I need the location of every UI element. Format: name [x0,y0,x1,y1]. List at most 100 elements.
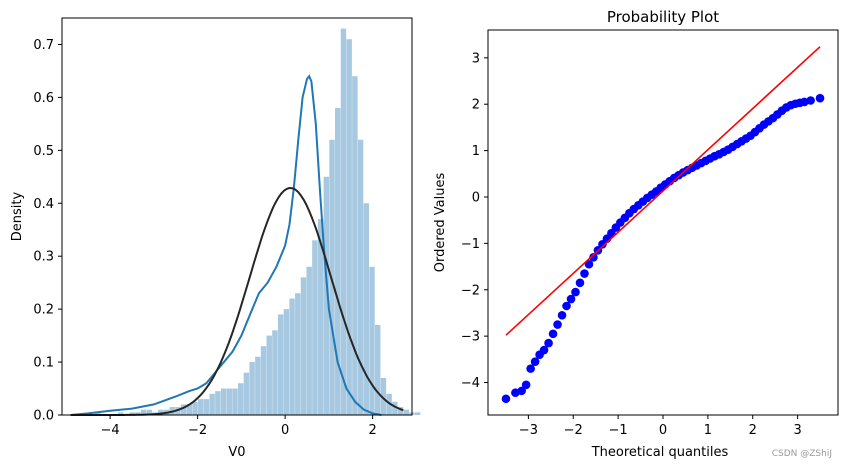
histogram-bar [357,139,364,415]
histogram-bar [397,407,404,415]
histogram-bar [306,266,312,415]
density-x-label: V0 [228,445,245,460]
kde-curve [70,74,382,416]
histogram-bar [380,377,387,415]
quantile-point [571,287,580,297]
quantile-point [557,310,567,320]
histogram-bar [118,412,124,415]
y-tick-label: 0.1 [33,356,54,371]
histogram-bar [140,409,147,415]
x-tick-label: 2 [749,423,757,438]
histogram-bar [146,409,153,415]
histogram-bar [340,28,347,415]
histogram-bar [243,372,250,415]
histogram-bar [386,393,392,415]
probability-y-ticks: −4 −3 −2 −1 0 1 2 3 [461,51,488,391]
quantile-point [501,394,511,404]
histogram-bar [266,335,272,415]
histogram-bar [203,399,210,415]
histogram-bar [215,391,221,415]
histogram-bar [363,203,369,415]
quantile-point [548,329,558,339]
density-axes-frame [61,17,413,416]
y-tick-label: 0.4 [33,197,54,212]
quantile-point [584,259,594,269]
histogram-bar [249,362,255,415]
histogram-bar [260,346,267,415]
histogram-bar [312,240,318,415]
y-tick-label: 0 [472,190,480,205]
quantile-point [575,278,585,288]
histogram-bar [414,412,421,415]
quantile-point [530,357,540,366]
x-tick-label: −2 [564,423,583,438]
histogram-bar [323,176,330,415]
y-tick-label: 1 [472,144,480,159]
histogram-bar [346,39,352,415]
quantile-point [553,320,562,329]
histogram-bar [180,404,187,415]
histogram-bar [198,399,204,415]
probability-plot-axes: Probability Plot −3 −2 −1 0 1 2 3 −4 −3 −2 −1 0 1 2 3… [433,8,839,460]
y-tick-label: 2 [472,98,480,113]
histogram-bar [277,314,284,415]
quantile-point [815,93,825,103]
quantile-points [501,93,825,404]
y-tick-label: 0.0 [33,409,54,424]
probability-y-label: Ordered Values [433,173,448,273]
quantile-point [589,252,598,262]
density-y-ticks: 0.0 0.1 0.2 0.3 0.4 0.5 0.6 0.7 [33,38,62,424]
probability-x-ticks: −3 −2 −1 0 1 2 3 [519,415,802,438]
quantile-point [806,96,815,105]
x-tick-label: 0 [659,423,667,438]
x-tick-label: −4 [101,423,120,438]
histogram-bar [272,330,278,415]
histogram-bar [255,356,261,415]
density-y-label: Density [10,191,25,241]
histogram-bar [95,412,101,415]
y-tick-label: −1 [461,237,480,252]
x-tick-label: 3 [793,423,801,438]
histogram-bar [403,409,409,415]
histogram-bar [317,219,324,415]
histogram-bar [237,383,244,415]
quantile-point [544,338,553,348]
histogram-bar [220,388,227,415]
y-tick-label: 0.6 [33,91,54,106]
quantile-point [580,269,589,278]
histogram-bar [295,293,301,415]
density-x-ticks: −4 −2 0 2 [101,415,377,438]
y-tick-label: −2 [461,283,480,298]
histogram-bar [392,401,398,415]
quantile-point [539,345,549,355]
y-tick-label: 0.5 [33,144,54,159]
y-tick-label: −3 [461,330,480,345]
histogram-bar [232,388,238,415]
quantile-point [562,301,571,311]
probability-plot-title: Probability Plot [607,8,719,26]
histogram-bar [226,388,232,415]
x-tick-label: 0 [281,423,289,438]
quantile-point [521,380,531,390]
histogram-bar [209,393,215,415]
x-tick-label: −3 [519,423,538,438]
y-tick-label: 0.3 [33,250,54,265]
x-tick-label: −2 [188,423,207,438]
histogram-bar [158,409,164,415]
watermark: CSDN @ZShiJ [772,449,832,459]
histogram-bar [283,309,290,415]
histogram-bar [186,404,193,415]
fit-line [505,46,821,336]
y-tick-label: −4 [461,376,480,391]
histogram-bar [300,277,307,415]
x-tick-label: 1 [704,423,712,438]
histogram-bar [289,298,295,415]
histogram-bar [375,325,381,415]
y-tick-label: 0.2 [33,303,54,318]
histogram-bar [135,412,141,415]
histogram-bar [352,76,358,415]
y-tick-label: 3 [472,51,480,66]
quantile-point [517,386,526,396]
histogram-bar [192,401,198,415]
